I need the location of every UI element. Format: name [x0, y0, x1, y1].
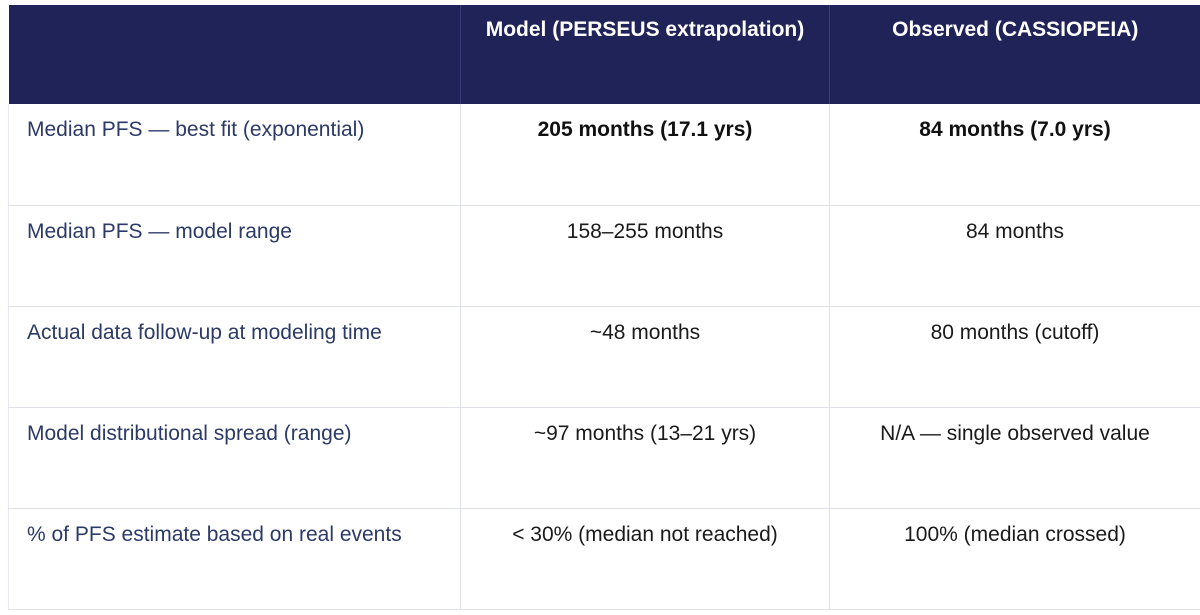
observed-value: N/A — single observed value: [829, 406, 1200, 509]
table-header-row: Model (PERSEUS extrapolation) Observed (…: [8, 5, 1200, 104]
model-value: ~97 months (13–21 yrs): [460, 406, 830, 509]
row-label: Median PFS — best fit (exponential): [8, 104, 461, 206]
comparison-table: Model (PERSEUS extrapolation) Observed (…: [8, 5, 1200, 610]
model-value: ~48 months: [460, 305, 830, 408]
observed-value: 80 months (cutoff): [829, 305, 1200, 408]
observed-value: 84 months (7.0 yrs): [829, 104, 1200, 206]
table-row: % of PFS estimate based on real events <…: [8, 507, 1200, 610]
observed-value: 100% (median crossed): [829, 507, 1200, 610]
model-value: < 30% (median not reached): [460, 507, 830, 610]
observed-value: 84 months: [829, 204, 1200, 307]
header-metric: [8, 5, 461, 104]
model-value: 205 months (17.1 yrs): [460, 104, 830, 206]
header-model: Model (PERSEUS extrapolation): [460, 5, 830, 104]
header-observed: Observed (CASSIOPEIA): [829, 5, 1200, 104]
table-row: Actual data follow-up at modeling time ~…: [8, 305, 1200, 408]
table-row: Median PFS — model range 158–255 months …: [8, 204, 1200, 307]
table-row: Model distributional spread (range) ~97 …: [8, 406, 1200, 509]
model-value: 158–255 months: [460, 204, 830, 307]
table-row: Median PFS — best fit (exponential) 205 …: [8, 104, 1200, 206]
comparison-table-container: Model (PERSEUS extrapolation) Observed (…: [8, 5, 1200, 610]
row-label: % of PFS estimate based on real events: [8, 507, 461, 610]
row-label: Actual data follow-up at modeling time: [8, 305, 461, 408]
row-label: Median PFS — model range: [8, 204, 461, 307]
row-label: Model distributional spread (range): [8, 406, 461, 509]
